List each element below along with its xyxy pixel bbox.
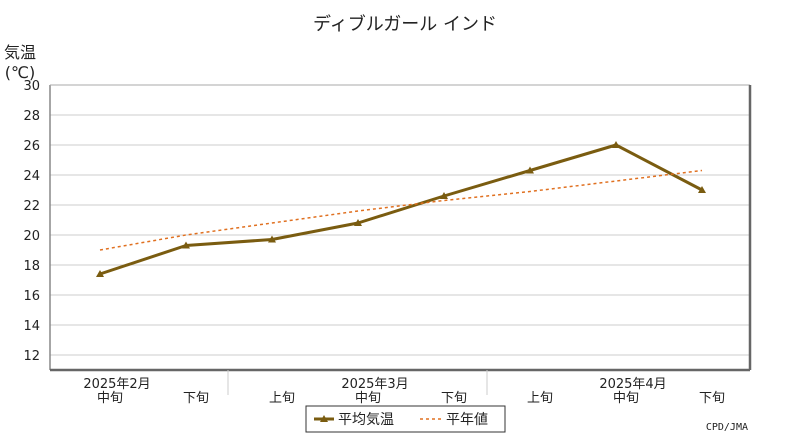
series-0-point-6 [612,141,620,148]
series-0-point-0 [96,270,104,277]
legend-marker-series-0 [320,415,328,422]
x-tick-label-7: 下旬 [699,391,725,406]
x-month-label-1: 2025年3月 [341,377,408,392]
series-0-point-1 [182,241,190,249]
y-tick-label-3: 18 [23,259,40,274]
series-0-point-5 [526,166,534,174]
legend-box [305,405,506,433]
grid [49,84,752,372]
series-0-point-4 [440,192,448,199]
y-tick-label-6: 24 [23,169,40,184]
y-axis-title-line1: 気温 [4,43,36,62]
credit-text: CPD/JMA [706,422,748,433]
x-tick-label-2: 上旬 [269,391,295,406]
x-tick-label-5: 上旬 [527,391,553,406]
y-tick-label-0: 12 [23,349,40,364]
series-0-point-7 [698,186,706,193]
y-tick-label-8: 28 [23,109,40,124]
x-month-label-2: 2025年4月 [599,377,666,392]
series [96,141,706,277]
series-0-point-3 [354,219,362,226]
series-line-1 [99,169,703,251]
y-tick-label-7: 26 [23,139,40,154]
y-axis: 12 14 16 18 20 22 24 26 28 30 [23,79,40,364]
y-tick-label-4: 20 [23,229,40,244]
y-tick-label-1: 14 [23,319,40,334]
x-tick-label-3: 中旬 [355,391,381,406]
x-month-label-0: 2025年2月 [83,377,150,392]
y-axis-title-line2: (℃) [5,63,35,82]
y-tick-label-2: 16 [23,289,40,304]
x-tick-label-0: 中旬 [97,391,123,406]
x-tick-label-4: 下旬 [441,391,467,406]
x-tick-label-6: 中旬 [613,391,639,406]
legend-label-series-0: 平均気温 [338,412,394,428]
y-tick-label-5: 22 [23,199,40,214]
chart-title: ディブルガール インド [313,13,497,35]
x-tick-label-1: 下旬 [183,391,209,406]
legend-label-series-1: 平年値 [446,412,488,428]
y-tick-label-9: 30 [23,79,40,94]
series-line-0 [99,143,703,276]
series-0-point-2 [268,235,276,243]
legend: 平均気温 平年値 [305,405,506,433]
